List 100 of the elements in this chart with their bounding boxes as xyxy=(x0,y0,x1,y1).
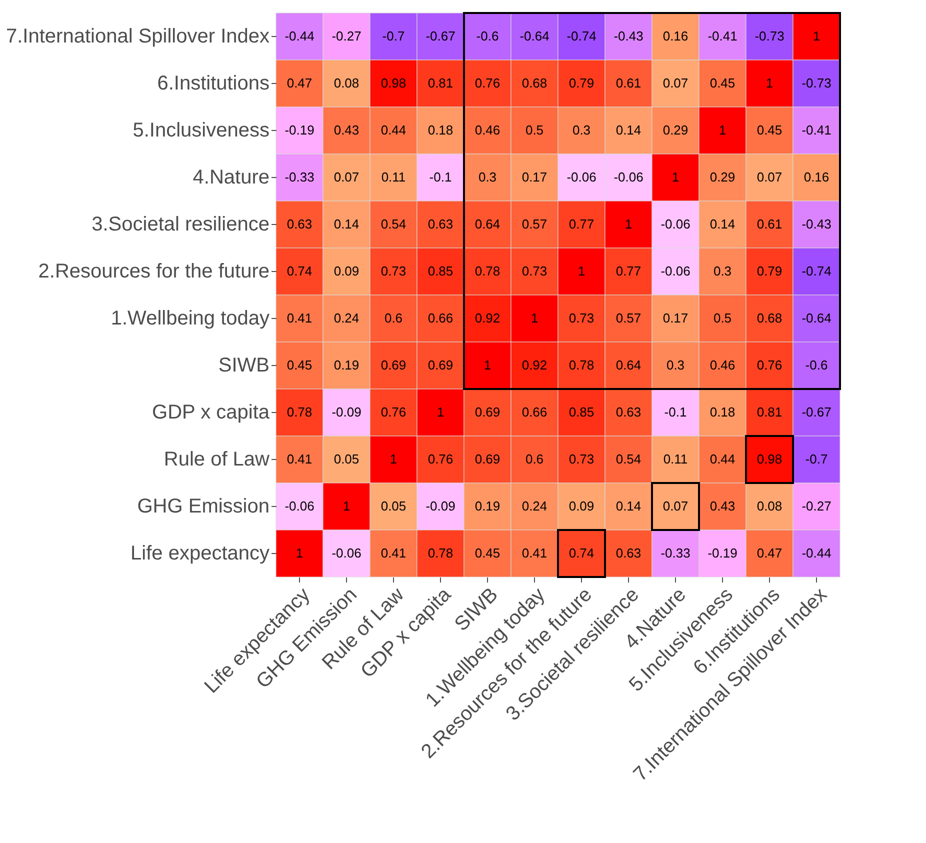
data-label: -0.06 xyxy=(614,170,644,184)
data-label: 0.98 xyxy=(380,76,406,90)
data-label: 0.29 xyxy=(662,122,688,138)
data-label: 0.3 xyxy=(713,264,732,278)
data-label: 0.3 xyxy=(478,170,497,184)
data-label: 0.5 xyxy=(525,122,544,138)
data-label: 0.14 xyxy=(710,216,736,232)
data-label: 1 xyxy=(718,122,726,138)
data-label: 0.41 xyxy=(286,310,312,326)
data-label: -0.7 xyxy=(805,452,828,466)
data-label: 0.44 xyxy=(380,122,406,138)
data-label: -0.19 xyxy=(284,122,314,138)
data-label: -0.6 xyxy=(805,358,828,372)
data-label: 0.74 xyxy=(568,546,594,560)
y-tick-label: SIWB xyxy=(218,354,270,376)
data-label: 0.98 xyxy=(756,452,782,466)
data-label: 0.69 xyxy=(474,452,500,466)
data-label: 0.08 xyxy=(334,76,360,90)
data-label: 0.07 xyxy=(334,170,360,184)
data-label: 0.07 xyxy=(662,498,688,514)
data-label: -0.06 xyxy=(332,546,362,560)
data-label: 0.46 xyxy=(474,122,500,138)
data-label: 0.41 xyxy=(286,452,312,466)
data-label: 0.16 xyxy=(804,170,830,184)
data-label: 0.63 xyxy=(616,546,642,560)
data-label: 0.73 xyxy=(568,310,594,326)
data-label: 0.79 xyxy=(568,76,594,90)
data-label: 1 xyxy=(812,28,820,44)
data-label: 0.18 xyxy=(710,404,736,420)
data-label: 0.68 xyxy=(522,76,548,90)
data-label: 1 xyxy=(390,452,398,466)
data-label: 0.14 xyxy=(616,122,642,138)
data-label: 0.09 xyxy=(568,498,594,514)
data-label: 0.76 xyxy=(474,76,500,90)
data-label: 0.66 xyxy=(428,310,454,326)
data-label: 0.45 xyxy=(710,76,736,90)
data-label: 0.41 xyxy=(380,546,406,560)
data-label: 0.43 xyxy=(710,498,736,514)
data-label: -0.06 xyxy=(566,170,596,184)
data-label: 0.54 xyxy=(380,216,406,232)
data-label: 0.09 xyxy=(334,264,360,278)
data-label: -0.67 xyxy=(426,28,456,44)
data-label: -0.27 xyxy=(332,28,362,44)
data-label: 0.29 xyxy=(710,170,736,184)
data-label: -0.41 xyxy=(708,28,738,44)
data-label: 0.6 xyxy=(525,452,544,466)
data-label: 1 xyxy=(624,216,632,232)
data-label: -0.74 xyxy=(566,28,596,44)
data-label: 0.16 xyxy=(662,28,688,44)
data-label: 0.78 xyxy=(474,264,500,278)
data-label: 0.3 xyxy=(666,358,685,372)
data-label: 0.05 xyxy=(334,452,360,466)
data-label: -0.43 xyxy=(802,216,832,232)
data-label: 0.07 xyxy=(756,170,782,184)
data-label: 0.81 xyxy=(756,404,782,420)
data-label: -0.73 xyxy=(802,76,832,90)
data-label: 1 xyxy=(672,170,680,184)
data-label: 0.85 xyxy=(568,404,594,420)
data-label: 0.63 xyxy=(428,216,454,232)
data-label: -0.1 xyxy=(664,404,687,420)
y-tick-label: GDP x capita xyxy=(152,402,270,424)
data-label: 0.78 xyxy=(428,546,454,560)
data-label: 0.19 xyxy=(474,498,500,514)
data-label: 0.05 xyxy=(380,498,406,514)
data-label: -0.73 xyxy=(754,28,784,44)
data-label: 0.77 xyxy=(616,264,642,278)
data-label: -0.27 xyxy=(802,498,832,514)
data-label: 0.45 xyxy=(286,358,312,372)
data-label: 0.64 xyxy=(616,358,642,372)
data-label: 0.92 xyxy=(522,358,548,372)
y-tick-label: Rule of Law xyxy=(164,448,270,470)
data-label: 0.47 xyxy=(286,76,312,90)
data-label: 0.64 xyxy=(474,216,500,232)
data-label: 0.5 xyxy=(713,310,732,326)
data-label: 0.92 xyxy=(474,310,500,326)
data-label: 0.85 xyxy=(428,264,454,278)
data-label: -0.44 xyxy=(284,28,314,44)
data-label: 0.69 xyxy=(428,358,454,372)
data-label: -0.06 xyxy=(660,264,690,278)
data-label: -0.09 xyxy=(426,498,456,514)
data-label: 0.66 xyxy=(522,404,548,420)
data-label: 0.74 xyxy=(286,264,312,278)
y-tick-label: 2.Resources for the future xyxy=(38,260,270,282)
data-label: -0.64 xyxy=(520,28,550,44)
data-label: 0.73 xyxy=(568,452,594,466)
data-label: 1 xyxy=(530,310,538,326)
data-label: 0.45 xyxy=(474,546,500,560)
data-label: 0.68 xyxy=(756,310,782,326)
data-label: 0.14 xyxy=(334,216,360,232)
data-label: 0.19 xyxy=(334,358,360,372)
data-label: 0.79 xyxy=(756,264,782,278)
data-label: 0.47 xyxy=(756,546,782,560)
data-label: 0.76 xyxy=(756,358,782,372)
data-label: -0.41 xyxy=(802,122,832,138)
data-label: 0.17 xyxy=(522,170,548,184)
data-label: 0.69 xyxy=(380,358,406,372)
data-label: 0.61 xyxy=(756,216,782,232)
data-label: 0.54 xyxy=(616,452,642,466)
data-label: -0.43 xyxy=(614,28,644,44)
data-label: 1 xyxy=(578,264,586,278)
